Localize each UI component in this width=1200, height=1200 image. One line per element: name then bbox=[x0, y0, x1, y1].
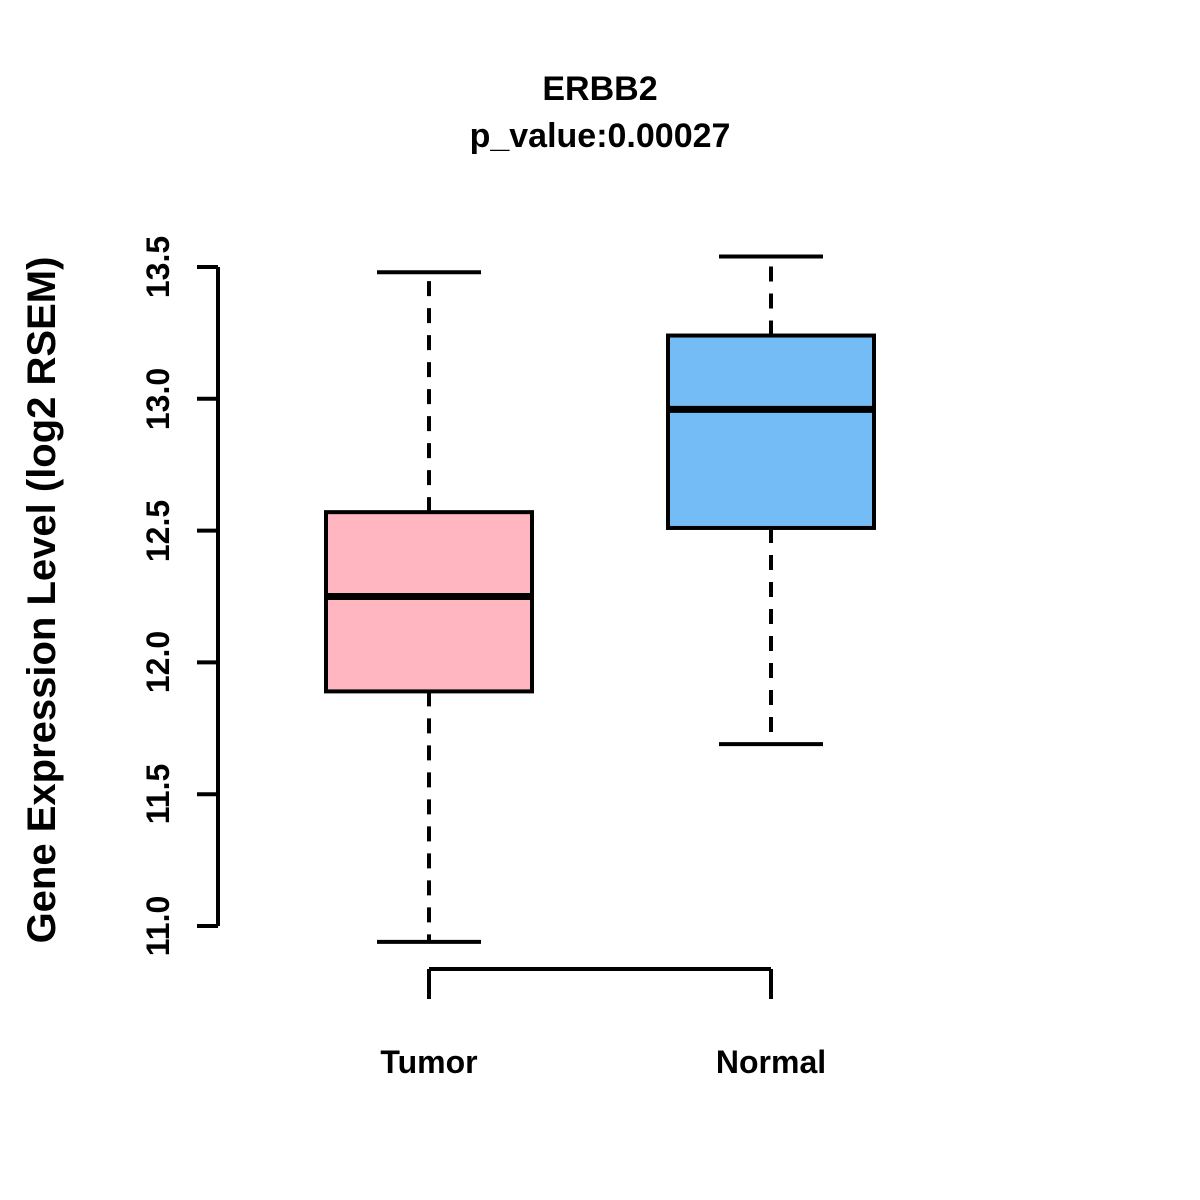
y-tick-label: 13.5 bbox=[140, 235, 176, 299]
y-tick-label: 12.0 bbox=[140, 631, 176, 694]
chart-title: ERBB2 bbox=[542, 70, 658, 108]
y-tick-label: 13.0 bbox=[140, 367, 176, 430]
y-tick-label: 11.5 bbox=[140, 763, 176, 825]
chart-subtitle: p_value:0.00027 bbox=[469, 117, 731, 155]
normal-box bbox=[666, 333, 876, 530]
y-tick-label: 11.0 bbox=[140, 895, 176, 957]
category-label-tumor: Tumor bbox=[380, 1044, 478, 1080]
tumor-box bbox=[324, 510, 534, 694]
y-tick-label: 12.5 bbox=[140, 499, 176, 562]
category-label-normal: Normal bbox=[715, 1044, 827, 1080]
